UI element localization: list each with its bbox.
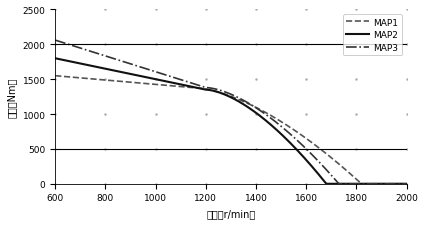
MAP1 bbox=[372, 183, 377, 185]
Legend: MAP1, MAP2, MAP3: MAP1, MAP2, MAP3 bbox=[343, 15, 402, 56]
MAP3 bbox=[350, 183, 355, 185]
MAP1 bbox=[54, 75, 59, 78]
MAP3 bbox=[268, 117, 273, 119]
MAP2 bbox=[324, 183, 329, 185]
Line: MAP2: MAP2 bbox=[55, 59, 407, 184]
MAP3 bbox=[261, 112, 266, 115]
X-axis label: 转速（r/min）: 转速（r/min） bbox=[206, 208, 255, 218]
MAP2 bbox=[54, 58, 59, 61]
MAP1 bbox=[268, 114, 273, 117]
MAP2 bbox=[404, 183, 409, 185]
MAP2 bbox=[53, 58, 58, 60]
MAP3 bbox=[262, 112, 267, 115]
MAP1 bbox=[404, 183, 409, 185]
MAP2 bbox=[261, 117, 266, 120]
MAP2 bbox=[372, 183, 377, 185]
MAP3 bbox=[54, 40, 59, 43]
MAP3 bbox=[404, 183, 409, 185]
MAP3 bbox=[372, 183, 377, 185]
MAP3 bbox=[337, 183, 342, 185]
MAP1 bbox=[360, 183, 365, 185]
MAP2 bbox=[262, 119, 267, 121]
MAP1 bbox=[262, 111, 267, 114]
MAP3 bbox=[53, 40, 58, 42]
Line: MAP1: MAP1 bbox=[55, 76, 407, 184]
MAP1 bbox=[349, 174, 354, 176]
MAP1 bbox=[261, 110, 266, 113]
MAP2 bbox=[268, 123, 273, 126]
MAP2 bbox=[350, 183, 355, 185]
Line: MAP3: MAP3 bbox=[55, 41, 407, 184]
Y-axis label: 扭矩（Nm）: 扭矩（Nm） bbox=[7, 77, 17, 117]
MAP1 bbox=[53, 75, 58, 78]
